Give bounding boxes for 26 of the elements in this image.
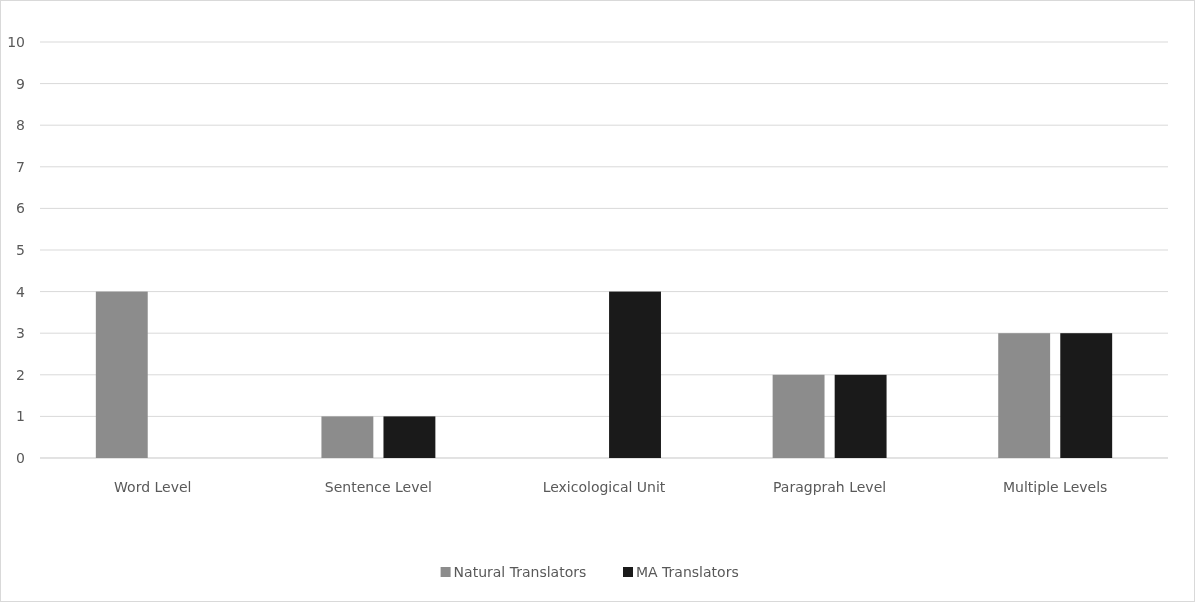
y-tick-label: 7 xyxy=(16,158,25,175)
x-tick-label: Multiple Levels xyxy=(1003,479,1108,495)
bar xyxy=(998,333,1051,458)
x-tick-label: Word Level xyxy=(114,479,192,495)
y-tick-label: 0 xyxy=(16,449,25,466)
legend-label: Natural Translators xyxy=(453,563,587,580)
bar xyxy=(609,291,661,458)
bar xyxy=(834,374,887,458)
x-tick-label: Paragprah Level xyxy=(773,479,887,495)
bar xyxy=(95,291,148,458)
bar xyxy=(321,416,374,458)
bar xyxy=(772,374,825,458)
bar xyxy=(1060,333,1113,458)
y-tick-label: 6 xyxy=(16,200,26,217)
x-tick-label: Sentence Level xyxy=(324,479,432,495)
y-tick-label: 4 xyxy=(16,283,26,300)
y-tick-label: 8 xyxy=(16,117,25,134)
y-tick-label: 5 xyxy=(16,241,25,258)
legend-label: MA Translators xyxy=(636,563,739,580)
y-tick-label: 10 xyxy=(7,33,25,50)
y-tick-label: 1 xyxy=(16,408,25,425)
x-tick-label: Lexicological Unit xyxy=(542,479,666,495)
bar xyxy=(383,416,436,458)
y-tick-label: 2 xyxy=(16,366,25,383)
y-tick-label: 3 xyxy=(16,325,25,342)
y-tick-label: 9 xyxy=(16,75,25,92)
